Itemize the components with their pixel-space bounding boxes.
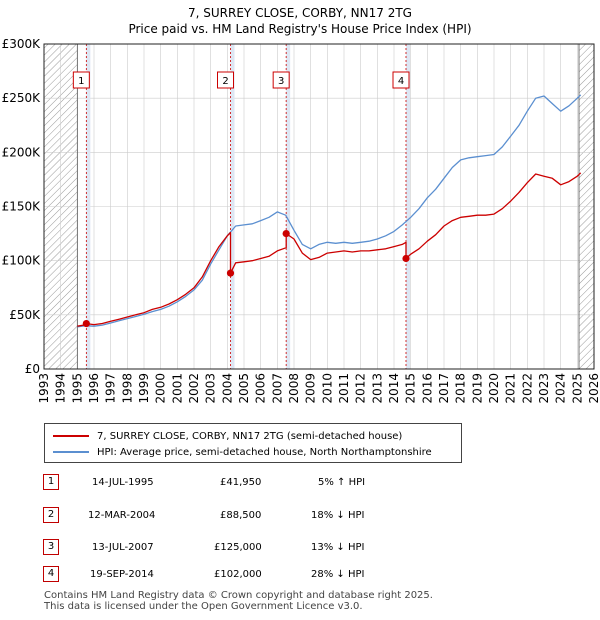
x-tick-label: 2025 <box>570 373 584 404</box>
x-tick-label: 2021 <box>504 373 518 404</box>
legend: 7, SURREY CLOSE, CORBY, NN17 2TG (semi-d… <box>44 423 462 463</box>
sale-label-box <box>392 71 410 89</box>
x-tick-label: 1993 <box>37 373 51 404</box>
sale-hpi-change: 5% ↑ HPI <box>318 477 366 488</box>
y-tick-label: £0 <box>25 362 40 376</box>
sale-label-box <box>72 71 90 89</box>
y-tick-label: £150K <box>2 200 42 214</box>
x-tick-label: 2013 <box>370 373 384 404</box>
x-tick-label: 2011 <box>337 373 351 404</box>
x-tick-label: 2020 <box>487 373 501 404</box>
footer-copyright: Contains HM Land Registry data © Crown c… <box>44 590 433 601</box>
sale-point <box>282 229 290 238</box>
table-row: 1 14-JUL-1995 £41,950 5% ↑ HPI <box>0 474 600 494</box>
plot-frame <box>43 43 595 370</box>
x-tick-label: 2004 <box>220 373 234 404</box>
x-tick-label: 2001 <box>170 373 184 404</box>
hpi-line <box>77 94 582 328</box>
sale-point <box>226 269 235 277</box>
sale-date: 19-SEP-2014 <box>90 569 154 580</box>
footer: Contains HM Land Registry data © Crown c… <box>44 590 433 612</box>
sale-label-box <box>217 71 234 89</box>
property-line <box>77 172 582 327</box>
x-tick-label: 1994 <box>54 373 68 404</box>
sale-number-badge: 1 <box>43 474 59 490</box>
x-tick-label: 1998 <box>120 373 134 404</box>
sale-label-text: 3 <box>278 76 284 87</box>
sale-number-badge: 4 <box>43 566 59 582</box>
sale-highlight-band <box>230 44 235 369</box>
x-tick-label: 1995 <box>70 373 84 404</box>
x-tick-label: 2006 <box>254 373 268 404</box>
sale-date: 14-JUL-1995 <box>92 477 154 488</box>
series-group <box>77 94 582 328</box>
footer-licence: This data is licensed under the Open Gov… <box>44 601 363 612</box>
sale-price: £41,950 <box>220 477 262 488</box>
sale-hpi-change: 13% ↓ HPI <box>311 542 365 553</box>
x-tick-label: 2022 <box>520 373 534 404</box>
legend-label-property: 7, SURREY CLOSE, CORBY, NN17 2TG (semi-d… <box>97 430 403 442</box>
x-tick-label: 2002 <box>187 373 201 404</box>
sale-number-badge: 2 <box>43 507 59 523</box>
table-row: 4 19-SEP-2014 £102,000 28% ↓ HPI <box>0 566 600 586</box>
legend-swatch-property <box>53 435 89 437</box>
x-tick-label: 2019 <box>470 373 484 404</box>
chart-subtitle: Price paid vs. HM Land Registry's House … <box>128 22 472 36</box>
sale-highlight-band <box>286 44 291 369</box>
sale-label-text: 1 <box>78 76 84 87</box>
x-tick-label: 1996 <box>87 373 101 404</box>
chart-title: 7, SURREY CLOSE, CORBY, NN17 2TG <box>188 6 412 20</box>
y-tick-label: £300K <box>2 37 42 51</box>
sale-highlight-band <box>86 44 91 369</box>
y-tick-label: £50K <box>9 308 41 322</box>
x-tick-label: 2010 <box>320 373 334 404</box>
legend-swatch-hpi <box>53 451 89 453</box>
x-tick-label: 2015 <box>404 373 418 404</box>
sale-label-text: 4 <box>398 76 404 87</box>
sale-date: 12-MAR-2004 <box>88 510 156 521</box>
x-tick-label: 1999 <box>137 373 151 404</box>
x-tick-label: 2023 <box>537 373 551 404</box>
x-tick-label: 2012 <box>354 373 368 404</box>
y-tick-label: £200K <box>2 145 42 159</box>
sale-hpi-change: 28% ↓ HPI <box>311 569 365 580</box>
y-tick-label: £250K <box>2 91 42 105</box>
sale-number-badge: 3 <box>43 539 59 555</box>
sale-point <box>402 254 410 263</box>
table-row: 2 12-MAR-2004 £88,500 18% ↓ HPI <box>0 507 600 527</box>
x-tick-label: 2005 <box>237 373 251 404</box>
x-tick-label: 2000 <box>154 373 168 404</box>
x-tick-label: 2008 <box>287 373 301 404</box>
x-tick-label: 2018 <box>454 373 468 404</box>
sale-hpi-change: 18% ↓ HPI <box>311 510 365 521</box>
y-tick-label: £100K <box>2 254 42 268</box>
x-tick-label: 2014 <box>387 373 401 404</box>
legend-item-property: 7, SURREY CLOSE, CORBY, NN17 2TG (semi-d… <box>53 428 402 444</box>
table-row: 3 13-JUL-2007 £125,000 13% ↓ HPI <box>0 539 600 559</box>
sale-date: 13-JUL-2007 <box>92 542 154 553</box>
x-tick-label: 2009 <box>304 373 318 404</box>
legend-label-hpi: HPI: Average price, semi-detached house,… <box>97 446 432 458</box>
x-tick-label: 2026 <box>587 373 600 404</box>
sale-price: £88,500 <box>220 510 262 521</box>
x-tick-label: 1997 <box>104 373 118 404</box>
sale-label-box <box>272 71 290 89</box>
sale-point <box>82 319 90 328</box>
sale-highlight-band <box>406 44 410 369</box>
legend-item-hpi: HPI: Average price, semi-detached house,… <box>53 444 432 460</box>
x-tick-label: 2017 <box>437 373 451 404</box>
sale-price: £102,000 <box>214 569 262 580</box>
x-tick-label: 2003 <box>204 373 218 404</box>
x-tick-label: 2007 <box>270 373 284 404</box>
sale-label-text: 2 <box>222 76 228 87</box>
x-tick-label: 2016 <box>420 373 434 404</box>
sale-price: £125,000 <box>214 542 262 553</box>
x-tick-label: 2024 <box>554 373 568 404</box>
